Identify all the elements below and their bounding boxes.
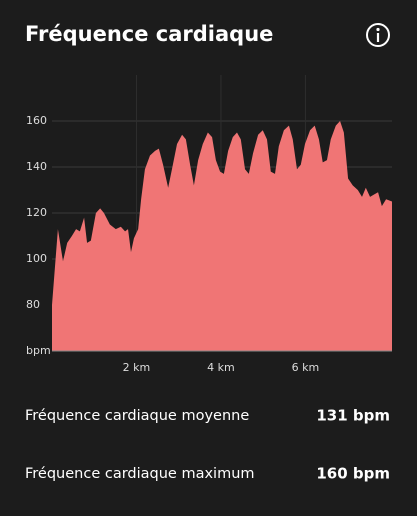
stat-label: Fréquence cardiaque maximum [25, 466, 255, 482]
x-tick-label: 4 km [207, 361, 235, 374]
y-tick-label: bpm [26, 344, 51, 357]
stat-value: 131 bpm [316, 407, 390, 425]
y-tick-label: 140 [26, 160, 47, 173]
y-tick-label: 120 [26, 206, 47, 219]
x-tick-label: 2 km [123, 361, 151, 374]
y-tick-label: 100 [26, 252, 47, 265]
stat-label: Fréquence cardiaque moyenne [25, 408, 249, 424]
y-tick-label: 160 [26, 114, 47, 127]
stat-value: 160 bpm [316, 465, 390, 483]
y-tick-label: 80 [26, 298, 40, 311]
info-button[interactable] [366, 23, 390, 47]
chart: bpm 80 100 120 140 160 2 km 4 km 6 km [26, 75, 392, 374]
area [52, 121, 392, 351]
page-title: Fréquence cardiaque [25, 22, 273, 46]
x-tick-label: 6 km [292, 361, 320, 374]
